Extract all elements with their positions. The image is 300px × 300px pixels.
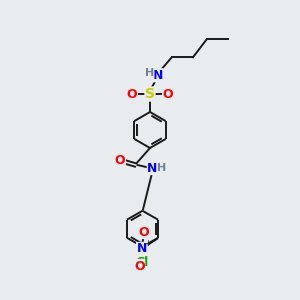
Text: N: N (147, 161, 158, 175)
Text: H: H (145, 68, 154, 79)
Text: O: O (134, 260, 145, 272)
Text: H: H (158, 163, 166, 173)
Text: Cl: Cl (136, 256, 149, 269)
Text: O: O (163, 88, 173, 100)
Text: N: N (153, 69, 163, 82)
Text: O: O (139, 226, 149, 238)
Text: S: S (145, 87, 155, 101)
Text: N: N (137, 242, 147, 256)
Text: O: O (127, 88, 137, 100)
Text: +: + (144, 239, 151, 248)
Text: O: O (115, 154, 125, 167)
